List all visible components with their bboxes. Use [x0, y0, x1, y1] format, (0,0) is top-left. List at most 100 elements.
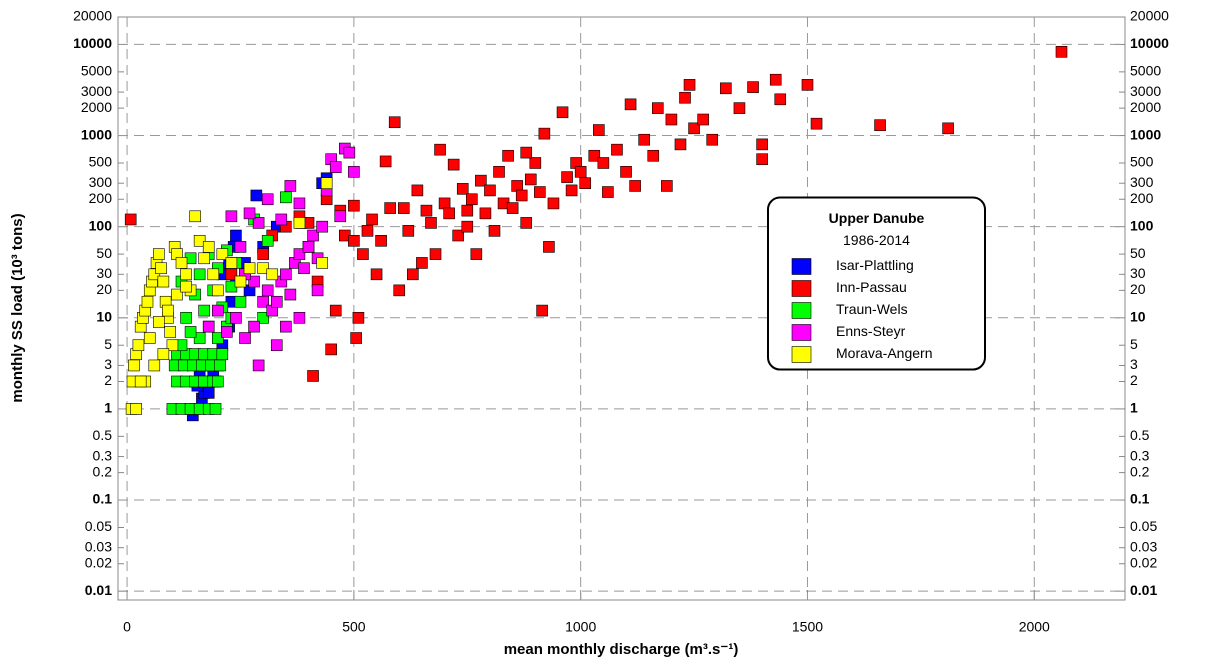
marker: [466, 193, 478, 206]
y-tick-label: 200: [89, 190, 113, 206]
y-tick-label-right: 20: [1130, 281, 1146, 297]
marker: [284, 288, 297, 301]
marker: [153, 248, 165, 260]
marker: [128, 359, 140, 372]
marker: [198, 304, 210, 317]
marker: [162, 304, 174, 317]
legend-label: Enns-Steyr: [836, 323, 906, 339]
y-tick-label-right: 0.2: [1130, 463, 1150, 479]
y-tick-label-right: 3: [1130, 356, 1138, 372]
marker: [280, 320, 292, 333]
marker: [175, 257, 188, 269]
marker: [416, 257, 428, 269]
marker: [447, 158, 460, 171]
marker: [334, 210, 347, 223]
marker: [706, 133, 719, 146]
marker: [134, 375, 147, 388]
marker: [470, 248, 483, 260]
marker: [429, 248, 442, 260]
y-tick-label: 2: [104, 372, 112, 388]
marker: [674, 138, 687, 151]
marker: [261, 284, 274, 297]
legend-label: Morava-Angern: [836, 345, 933, 361]
y-tick-label: 3000: [81, 83, 112, 99]
marker: [193, 268, 206, 281]
marker: [357, 248, 369, 260]
marker: [275, 213, 288, 226]
marker: [257, 248, 269, 260]
y-tick-label: 300: [89, 174, 113, 190]
marker: [443, 207, 455, 220]
marker: [343, 146, 356, 159]
y-tick-label-right: 5000: [1130, 63, 1161, 79]
marker: [311, 284, 324, 297]
marker: [193, 332, 206, 344]
marker: [769, 73, 782, 86]
marker: [579, 177, 592, 190]
marker: [132, 339, 145, 352]
legend: Upper Danube 1986-2014 Isar-Plattling Inn-P…: [767, 196, 986, 371]
y-tick-label-right: 0.5: [1130, 427, 1150, 443]
marker: [164, 326, 176, 338]
y-tick-label-right: 0.1: [1130, 491, 1150, 507]
marker: [243, 262, 256, 275]
marker: [461, 204, 474, 217]
marker: [171, 288, 183, 301]
marker: [257, 262, 269, 275]
legend-swatch: [791, 346, 812, 363]
marker: [202, 241, 215, 253]
legend-swatch: [791, 258, 812, 275]
marker: [257, 295, 269, 308]
y-tick-label-right: 0.03: [1130, 538, 1157, 554]
marker: [352, 312, 365, 324]
marker: [202, 320, 215, 333]
y-tick-label-right: 20000: [1130, 8, 1169, 24]
marker: [524, 173, 537, 186]
marker: [234, 241, 247, 253]
marker: [230, 229, 242, 242]
marker: [293, 197, 306, 210]
marker: [624, 98, 637, 111]
marker: [393, 284, 406, 297]
y-tick-label: 1000: [81, 126, 112, 142]
marker: [250, 189, 263, 202]
marker: [506, 202, 519, 214]
y-tick-label: 0.1: [93, 491, 113, 507]
marker: [148, 359, 161, 372]
marker: [874, 119, 886, 131]
marker: [157, 275, 170, 288]
marker: [370, 268, 383, 281]
marker: [148, 268, 161, 281]
marker: [189, 210, 201, 223]
marker: [211, 304, 224, 317]
y-tick-label: 5: [104, 336, 112, 352]
marker: [202, 387, 215, 399]
marker: [329, 161, 342, 173]
marker: [688, 122, 700, 135]
marker: [348, 234, 360, 247]
marker: [520, 146, 533, 159]
marker: [679, 91, 691, 104]
marker: [574, 166, 587, 178]
marker: [810, 117, 823, 130]
marker: [425, 217, 437, 229]
marker: [234, 275, 247, 288]
marker: [211, 284, 224, 297]
marker: [536, 304, 548, 317]
marker: [388, 116, 401, 129]
y-tick-label: 20: [96, 281, 112, 297]
marker: [647, 149, 660, 162]
marker: [316, 257, 328, 269]
marker: [484, 184, 496, 197]
marker: [402, 225, 415, 237]
marker: [348, 166, 360, 178]
marker: [534, 186, 546, 198]
marker: [293, 217, 306, 229]
marker: [661, 180, 673, 192]
legend-subtitle: 1986-2014: [843, 232, 910, 248]
marker: [130, 403, 142, 415]
marker: [248, 275, 260, 288]
marker: [225, 257, 238, 269]
marker: [697, 113, 709, 126]
marker: [774, 93, 787, 106]
